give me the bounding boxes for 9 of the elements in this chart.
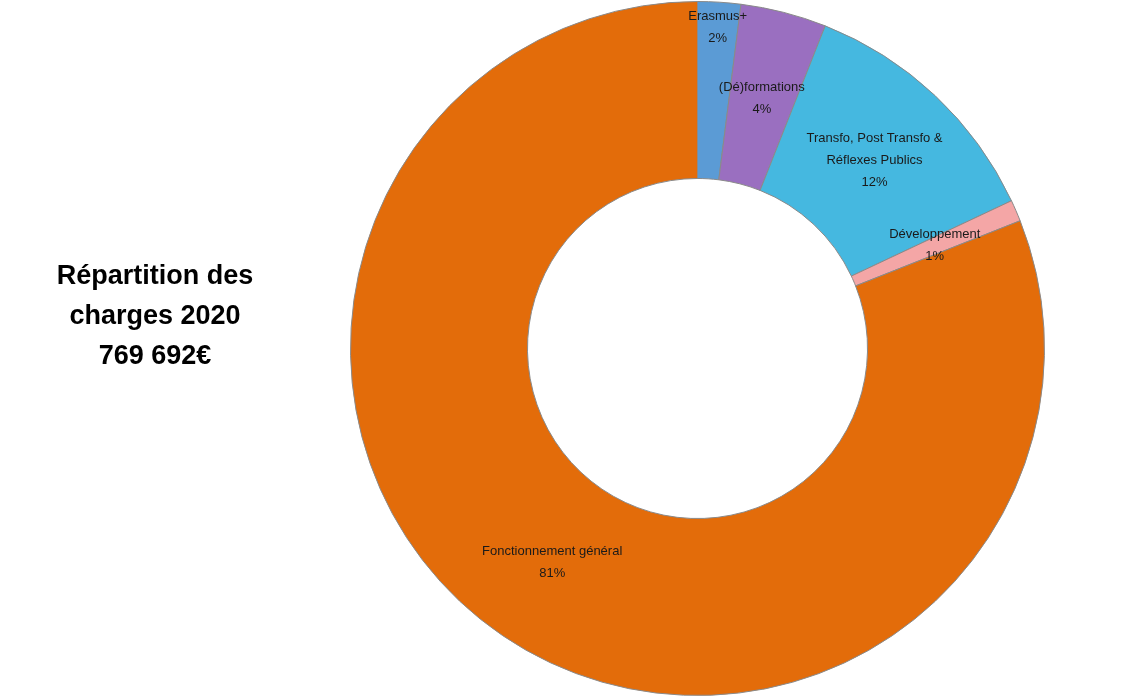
data-label: 12% [861,173,888,189]
data-label: 4% [752,100,772,116]
data-label: 2% [708,29,728,45]
data-label: 81% [539,564,566,580]
text: 769 692€ [97,339,213,372]
text: Répartition des charges 2020 [55,259,255,332]
slice-label: Fonctionnement général [482,542,623,558]
slice-label: Transfo, Post Transfo & Réflexes Publics [806,129,943,167]
slice-label: (Dé)formations [718,78,806,94]
